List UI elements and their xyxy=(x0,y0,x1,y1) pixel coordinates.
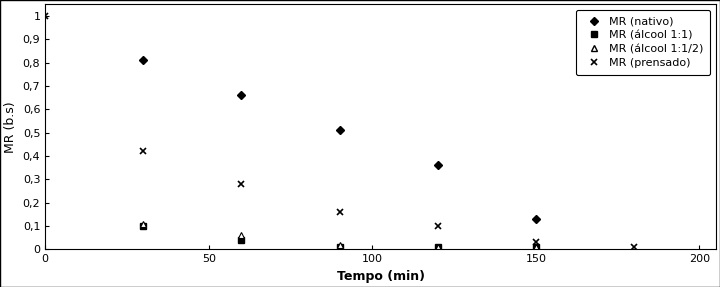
Y-axis label: MR (b.s): MR (b.s) xyxy=(4,101,17,153)
X-axis label: Tempo (min): Tempo (min) xyxy=(336,270,425,283)
Legend: MR (nativo), MR (álcool 1:1), MR (álcool 1:1/2), MR (prensado): MR (nativo), MR (álcool 1:1), MR (álcool… xyxy=(576,10,710,75)
